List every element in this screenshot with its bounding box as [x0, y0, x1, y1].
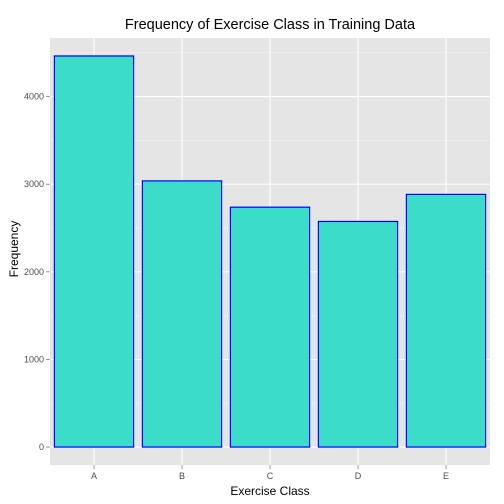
chart-title: Frequency of Exercise Class in Training …	[125, 17, 416, 33]
y-axis-ticks: 0 1000 2000 3000 4000	[24, 92, 50, 452]
x-tick-label: E	[443, 471, 449, 481]
x-axis-ticks: A B C D E	[91, 465, 449, 481]
y-tick-label: 2000	[24, 267, 44, 277]
bar-C	[229, 206, 311, 448]
y-axis-title: Frequency	[7, 221, 21, 278]
bar-E	[405, 193, 487, 448]
x-tick-label: C	[267, 471, 274, 481]
bar-D	[317, 220, 399, 448]
bar-A	[53, 55, 135, 448]
bar-B	[141, 180, 223, 448]
bars	[53, 55, 487, 448]
y-tick-label: 0	[39, 442, 44, 452]
y-tick-label: 1000	[24, 354, 44, 364]
x-axis-title: Exercise Class	[230, 484, 309, 498]
x-tick-label: B	[179, 471, 185, 481]
y-tick-label: 3000	[24, 179, 44, 189]
x-tick-label: D	[355, 471, 362, 481]
x-tick-label: A	[91, 471, 97, 481]
y-tick-label: 4000	[24, 92, 44, 102]
